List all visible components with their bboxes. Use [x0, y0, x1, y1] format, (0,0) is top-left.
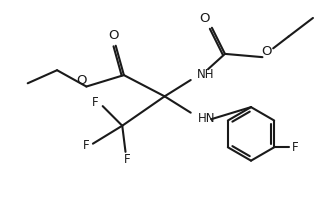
Text: NH: NH [197, 68, 215, 81]
Text: F: F [124, 153, 130, 166]
Text: O: O [200, 13, 210, 25]
Text: F: F [291, 141, 298, 154]
Text: O: O [76, 74, 87, 87]
Text: F: F [92, 96, 99, 109]
Text: F: F [82, 139, 89, 152]
Text: O: O [261, 45, 272, 58]
Text: O: O [108, 29, 118, 42]
Text: HN: HN [198, 112, 216, 125]
